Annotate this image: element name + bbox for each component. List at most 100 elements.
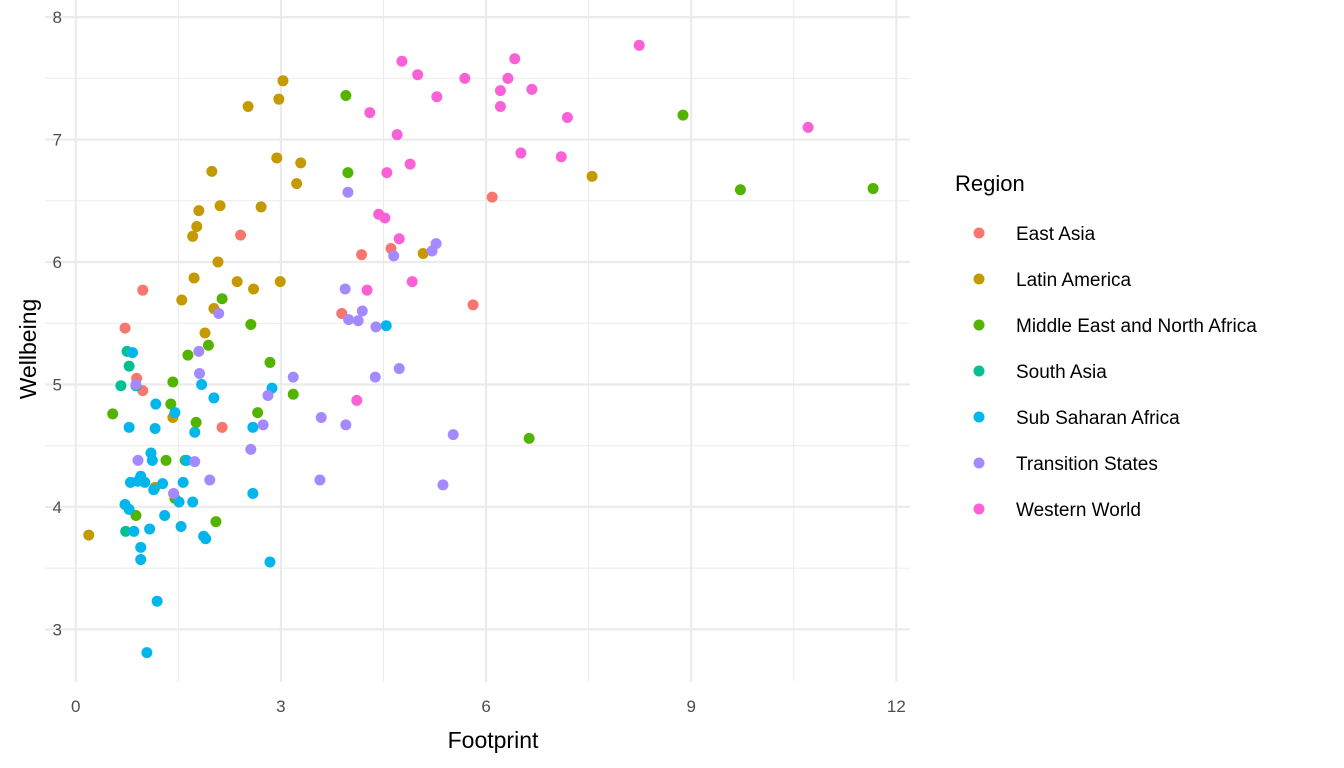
data-point: [206, 165, 218, 177]
y-tick-label: 3: [53, 620, 62, 639]
y-tick-label: 4: [53, 498, 62, 517]
data-point: [343, 314, 355, 326]
data-point: [339, 283, 351, 295]
data-point: [274, 276, 286, 288]
data-point: [127, 347, 139, 359]
data-point: [494, 101, 506, 113]
data-point: [150, 398, 162, 410]
data-point: [437, 479, 449, 491]
data-point: [231, 276, 243, 288]
y-tick-label: 6: [53, 253, 62, 272]
x-axis-ticks: 0 3 6 9 12: [71, 697, 906, 716]
data-point: [287, 371, 299, 383]
data-point: [137, 284, 149, 296]
legend-key: [973, 457, 985, 469]
data-point: [380, 320, 392, 332]
data-point: [194, 367, 206, 379]
data-point: [315, 412, 327, 424]
data-point: [202, 339, 214, 351]
data-point: [467, 299, 479, 311]
data-point: [200, 533, 212, 545]
data-point: [494, 85, 506, 97]
data-point: [295, 157, 307, 169]
data-point: [151, 595, 163, 607]
data-point: [351, 394, 363, 406]
data-point: [235, 229, 247, 241]
data-point: [139, 476, 151, 488]
y-axis-ticks: 3 4 5 6 7 8: [53, 8, 62, 639]
data-point: [120, 525, 132, 537]
x-tick-label: 3: [276, 697, 285, 716]
y-tick-label: 5: [53, 375, 62, 394]
data-point: [388, 250, 400, 262]
data-point: [379, 212, 391, 224]
legend-label: East Asia: [1016, 224, 1096, 245]
data-point: [119, 322, 131, 334]
legend-label: Sub Saharan Africa: [1016, 408, 1180, 429]
data-point: [128, 525, 140, 537]
data-point: [165, 398, 177, 410]
data-point: [264, 556, 276, 568]
data-point: [169, 407, 181, 419]
data-point: [216, 421, 228, 433]
data-point: [176, 294, 188, 306]
legend-key: [973, 273, 985, 285]
legend-key: [973, 365, 985, 377]
data-point: [523, 432, 535, 444]
data-point: [431, 91, 443, 103]
data-point: [502, 72, 514, 84]
x-tick-label: 12: [887, 697, 906, 716]
y-tick-label: 8: [53, 8, 62, 27]
data-point: [115, 380, 127, 392]
legend-key: [973, 319, 985, 331]
data-point: [141, 647, 153, 659]
legend-key: [973, 503, 985, 515]
data-point: [245, 318, 257, 330]
data-point: [352, 315, 364, 327]
data-point: [277, 75, 289, 87]
data-point: [212, 256, 224, 268]
data-point: [196, 378, 208, 390]
data-point: [159, 509, 171, 521]
data-point: [245, 443, 257, 455]
data-point: [181, 454, 193, 466]
points: [83, 39, 879, 659]
data-point: [216, 293, 228, 305]
data-point: [189, 426, 201, 438]
data-point: [132, 454, 144, 466]
legend-label: Transition States: [1016, 454, 1158, 475]
data-point: [586, 170, 598, 182]
data-point: [342, 186, 354, 198]
data-point: [130, 378, 142, 390]
data-point: [248, 283, 260, 295]
data-point: [340, 90, 352, 102]
data-point: [123, 421, 135, 433]
data-point: [262, 389, 274, 401]
data-point: [252, 407, 264, 419]
legend-key: [973, 411, 985, 423]
data-point: [342, 167, 354, 179]
data-point: [144, 523, 156, 535]
data-point: [412, 69, 424, 81]
x-tick-label: 6: [481, 697, 490, 716]
data-point: [242, 101, 254, 113]
data-point: [191, 221, 203, 233]
data-point: [208, 392, 220, 404]
data-point: [182, 349, 194, 361]
data-point: [633, 39, 645, 51]
legend-label: Western World: [1016, 500, 1141, 521]
data-point: [426, 245, 438, 257]
grid: [45, 0, 910, 682]
data-point: [287, 388, 299, 400]
data-point: [187, 230, 199, 242]
data-point: [255, 201, 267, 213]
data-point: [160, 454, 172, 466]
data-point: [107, 408, 119, 420]
data-point: [213, 307, 225, 319]
data-point: [340, 419, 352, 431]
data-point: [271, 152, 283, 164]
data-point: [149, 423, 161, 435]
legend-label: Middle East and North Africa: [1016, 316, 1257, 337]
data-point: [509, 53, 521, 65]
